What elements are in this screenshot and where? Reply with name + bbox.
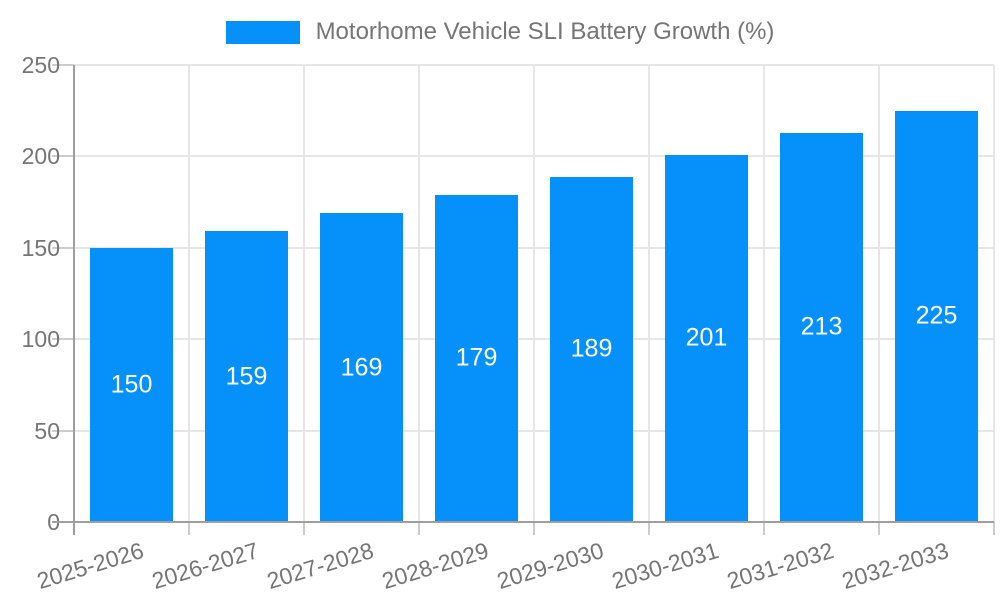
- bar-2032-2033[interactable]: 225: [895, 110, 978, 522]
- legend-swatch: [225, 20, 300, 44]
- y-axis-line: [73, 65, 75, 535]
- y-tick: [52, 429, 74, 432]
- y-tick: [52, 338, 74, 341]
- y-axis-label: 50: [34, 417, 60, 444]
- bar-2028-2029[interactable]: 179: [435, 194, 518, 522]
- y-tick: [52, 64, 74, 66]
- y-tick: [52, 155, 74, 158]
- y-axis-label: 150: [21, 234, 60, 261]
- bar-value-label: 225: [915, 301, 958, 330]
- y-axis-label: 200: [21, 143, 60, 170]
- bar-value-label: 201: [685, 323, 728, 352]
- v-gridline: [303, 65, 305, 522]
- x-tick: [533, 522, 535, 535]
- v-gridline: [878, 65, 880, 522]
- bar-2030-2031[interactable]: 201: [665, 154, 748, 522]
- x-tick: [188, 522, 190, 535]
- y-axis-label: 250: [21, 52, 60, 78]
- x-axis-line: [52, 521, 994, 523]
- bar-2026-2027[interactable]: 159: [205, 231, 288, 522]
- bar-value-label: 169: [340, 353, 383, 382]
- y-tick: [52, 246, 74, 249]
- bar-value-label: 189: [570, 334, 613, 363]
- legend: Motorhome Vehicle SLI Battery Growth (%): [0, 17, 1000, 47]
- bar-value-label: 159: [225, 362, 268, 391]
- bar-2025-2026[interactable]: 150: [90, 247, 173, 522]
- x-tick: [878, 522, 880, 535]
- bar-value-label: 150: [110, 370, 153, 399]
- bar-2031-2032[interactable]: 213: [780, 132, 863, 522]
- bar-value-label: 213: [800, 312, 843, 341]
- x-tick: [763, 522, 765, 535]
- x-tick: [993, 522, 995, 535]
- x-tick: [418, 522, 420, 535]
- x-tick: [303, 522, 305, 535]
- v-gridline: [418, 65, 420, 522]
- v-gridline: [763, 65, 765, 522]
- legend-label: Motorhome Vehicle SLI Battery Growth (%): [315, 18, 775, 45]
- bar-2027-2028[interactable]: 169: [320, 213, 403, 522]
- bar-value-label: 179: [455, 343, 498, 372]
- x-tick: [648, 522, 650, 535]
- bar-2029-2030[interactable]: 189: [550, 176, 633, 522]
- v-gridline: [533, 65, 535, 522]
- v-gridline: [993, 65, 995, 522]
- v-gridline: [188, 65, 190, 522]
- y-axis-label: 100: [21, 326, 60, 353]
- v-gridline: [648, 65, 650, 522]
